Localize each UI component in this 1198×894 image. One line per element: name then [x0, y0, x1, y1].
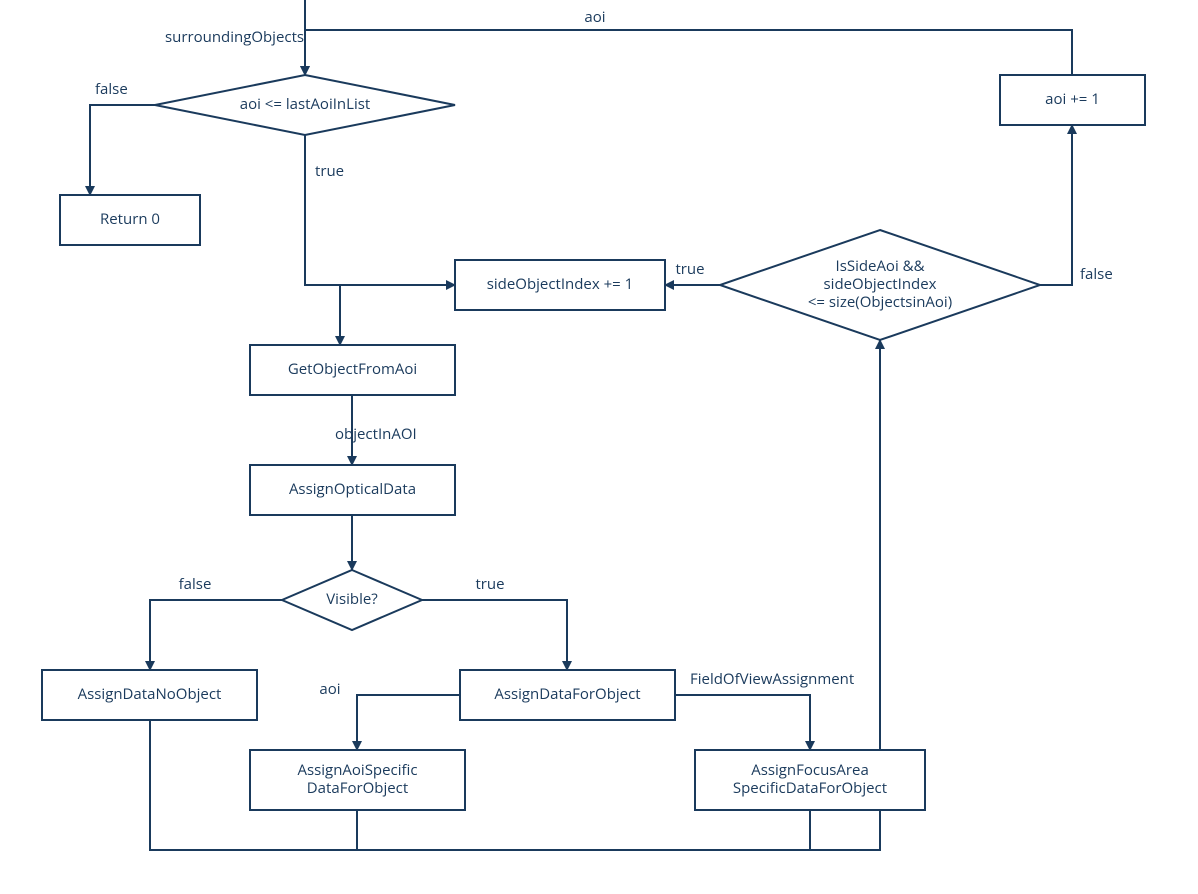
edge-label-e_dfo_to_focus: FieldOfViewAssignment [690, 669, 854, 689]
node-label-r_assign_aoi_spec-l1: DataForObject [307, 778, 408, 798]
edge-label-e_side_false: false [1080, 264, 1113, 284]
edge-label-e_getobj_down: objectInAOI [335, 424, 417, 444]
edge-e_dfo_to_focus [675, 695, 810, 750]
node-label-d_side-l2: <= size(ObjectsinAoi) [808, 292, 952, 312]
edge-label-e_vis_false: false [179, 574, 212, 594]
edge-label-e_true_down: true [315, 161, 344, 181]
flowchart-canvas: surroundingObjects aoi false true true false o… [0, 0, 1198, 894]
node-label-r_assign_focus-l0: AssignFocusArea [751, 760, 869, 780]
edge-e_false_return [90, 105, 155, 195]
node-label-r_getobj-l0: GetObjectFromAoi [288, 359, 417, 379]
node-label-r_return0-l0: Return 0 [100, 209, 160, 229]
edge-e_true_down [305, 135, 455, 285]
edge-label-e_dfo_to_aoispec: aoi [319, 679, 340, 699]
node-label-d_aoi_list-l0: aoi <= lastAoiInList [240, 94, 371, 114]
edge-e_vis_false [150, 600, 282, 670]
edge-e_aoi_feedback_arrow [305, 30, 335, 75]
edge-e_dfo_to_aoispec [357, 695, 460, 750]
edge-e_focus_back [357, 810, 810, 850]
node-label-r_assign_opt-l0: AssignOpticalData [289, 479, 416, 499]
edge-e_aoi_feedback_top [335, 30, 1072, 75]
node-label-r_assign_focus-l1: SpecificDataForObject [733, 778, 887, 798]
node-label-r_side_inc-l0: sideObjectIndex += 1 [487, 274, 633, 294]
edge-label-e_in_top: surroundingObjects [165, 27, 304, 47]
edge-label-e_vis_true: true [475, 574, 504, 594]
node-label-d_side-l0: IsSideAoi && [836, 256, 925, 276]
node-label-d_visible-l0: Visible? [326, 589, 378, 609]
node-label-r_assign_aoi_spec-l0: AssignAoiSpecific [297, 760, 417, 780]
edge-label-e_aoi_feedback_top: aoi [584, 7, 605, 27]
node-label-r_assign_no-l0: AssignDataNoObject [78, 684, 222, 704]
node-label-d_side-l1: sideObjectIndex [824, 274, 937, 294]
edge-label-e_side_to_true: true [675, 259, 704, 279]
edge-e_vis_true [422, 600, 567, 670]
node-label-r_assign_for-l0: AssignDataForObject [494, 684, 640, 704]
node-label-r_aoi_inc-l0: aoi += 1 [1045, 89, 1100, 109]
edge-e_side_false [1040, 125, 1072, 285]
edge-label-e_false_return: false [95, 79, 128, 99]
